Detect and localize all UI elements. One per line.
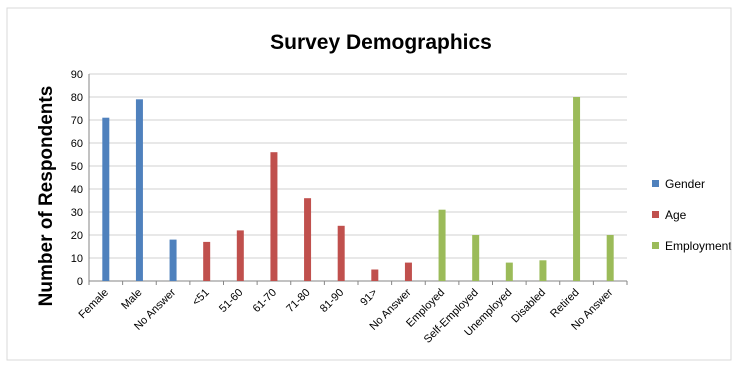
y-tick-label: 30: [71, 207, 83, 219]
y-tick-label: 60: [71, 138, 83, 150]
x-tick-label: Male: [119, 287, 144, 312]
bar: [472, 235, 480, 281]
x-tick-label: Disabled: [509, 287, 548, 326]
chart-title: Survey Demographics: [270, 31, 492, 54]
y-axis-label: Number of Respondents: [36, 86, 57, 307]
x-tick-label: 51-60: [217, 287, 245, 315]
legend-swatch: [652, 211, 659, 218]
bar: [169, 239, 177, 281]
bar: [236, 230, 244, 281]
bar: [606, 235, 614, 281]
grid-layer: [88, 73, 628, 285]
bar: [404, 262, 412, 281]
x-tick-label: 91>: [358, 287, 380, 309]
bar: [102, 117, 110, 281]
y-tick-label: 50: [71, 161, 83, 173]
x-tick-label: 81-90: [318, 287, 346, 315]
y-tick-label: 40: [71, 184, 83, 196]
bar: [505, 262, 513, 281]
bar: [573, 97, 581, 281]
bar: [539, 260, 547, 281]
y-tick-label: 20: [71, 230, 83, 242]
y-tick-label: 70: [71, 115, 83, 127]
x-tick-label: Female: [77, 287, 111, 321]
bar-layer: [102, 97, 614, 281]
bar: [337, 225, 345, 281]
bar: [438, 209, 446, 281]
chart-border: [6, 7, 732, 361]
bar: [270, 152, 278, 281]
y-tick-label: 10: [71, 253, 83, 265]
legend-label: Gender: [665, 177, 705, 191]
legend-swatch: [652, 180, 659, 187]
y-tick-label: 0: [77, 276, 83, 288]
y-tick-label: 80: [71, 92, 83, 104]
legend-label: Employment: [665, 239, 732, 253]
legend-label: Age: [665, 208, 687, 222]
bar: [135, 99, 143, 281]
x-tick-label: Retired: [548, 287, 582, 321]
y-tick-labels: 0 10 20 30 40 50 60 70 80 90: [71, 69, 83, 288]
bar: [371, 269, 379, 281]
legend: Gender Age Employment: [652, 177, 732, 253]
x-tick-label: 71-80: [284, 287, 312, 315]
x-tick-label: <51: [190, 287, 212, 309]
x-tick-label: 61-70: [251, 287, 279, 315]
bar: [304, 198, 312, 281]
legend-swatch: [652, 242, 659, 249]
y-tick-label: 90: [71, 69, 83, 81]
bar: [203, 241, 211, 281]
